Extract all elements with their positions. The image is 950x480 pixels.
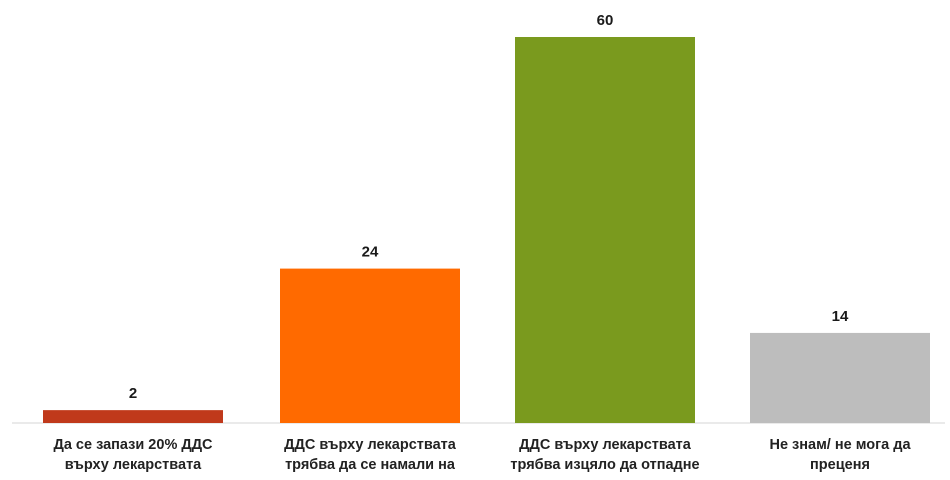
category-label-line: Не знам/ не мога да	[769, 437, 911, 453]
value-label-2: 24	[362, 244, 379, 261]
value-label-4: 14	[832, 308, 849, 325]
category-label-line: върху лекарствата	[65, 457, 202, 473]
value-labels-group: 2 24 60 14	[129, 12, 849, 402]
bar-2	[280, 268, 460, 423]
category-label-line: трябва изцяло да отпадне	[510, 457, 699, 473]
value-label-3: 60	[597, 12, 614, 29]
bars-group	[43, 37, 930, 423]
category-label-line: трябва да се намали на	[285, 457, 456, 473]
category-labels-group: Да се запази 20% ДДС върху лекарствата ДДС…	[54, 437, 912, 473]
category-label-line: ДДС върху лекарствата	[284, 437, 457, 453]
category-label-line: Да се запази 20% ДДС	[54, 437, 214, 453]
bar-4	[750, 332, 930, 423]
category-label-4: Не знам/ не мога да преценя	[769, 437, 911, 473]
category-label-2: ДДС върху лекарствата трябва да се намали…	[284, 437, 457, 473]
bar-1	[43, 410, 223, 423]
bar-3	[515, 37, 695, 423]
category-label-1: Да се запази 20% ДДС върху лекарствата	[54, 437, 214, 473]
category-label-line: ДДС върху лекарствата	[519, 437, 692, 453]
category-label-3: ДДС върху лекарствата трябва изцяло да от…	[510, 437, 699, 473]
value-label-1: 2	[129, 385, 137, 402]
category-label-line: преценя	[810, 457, 870, 473]
